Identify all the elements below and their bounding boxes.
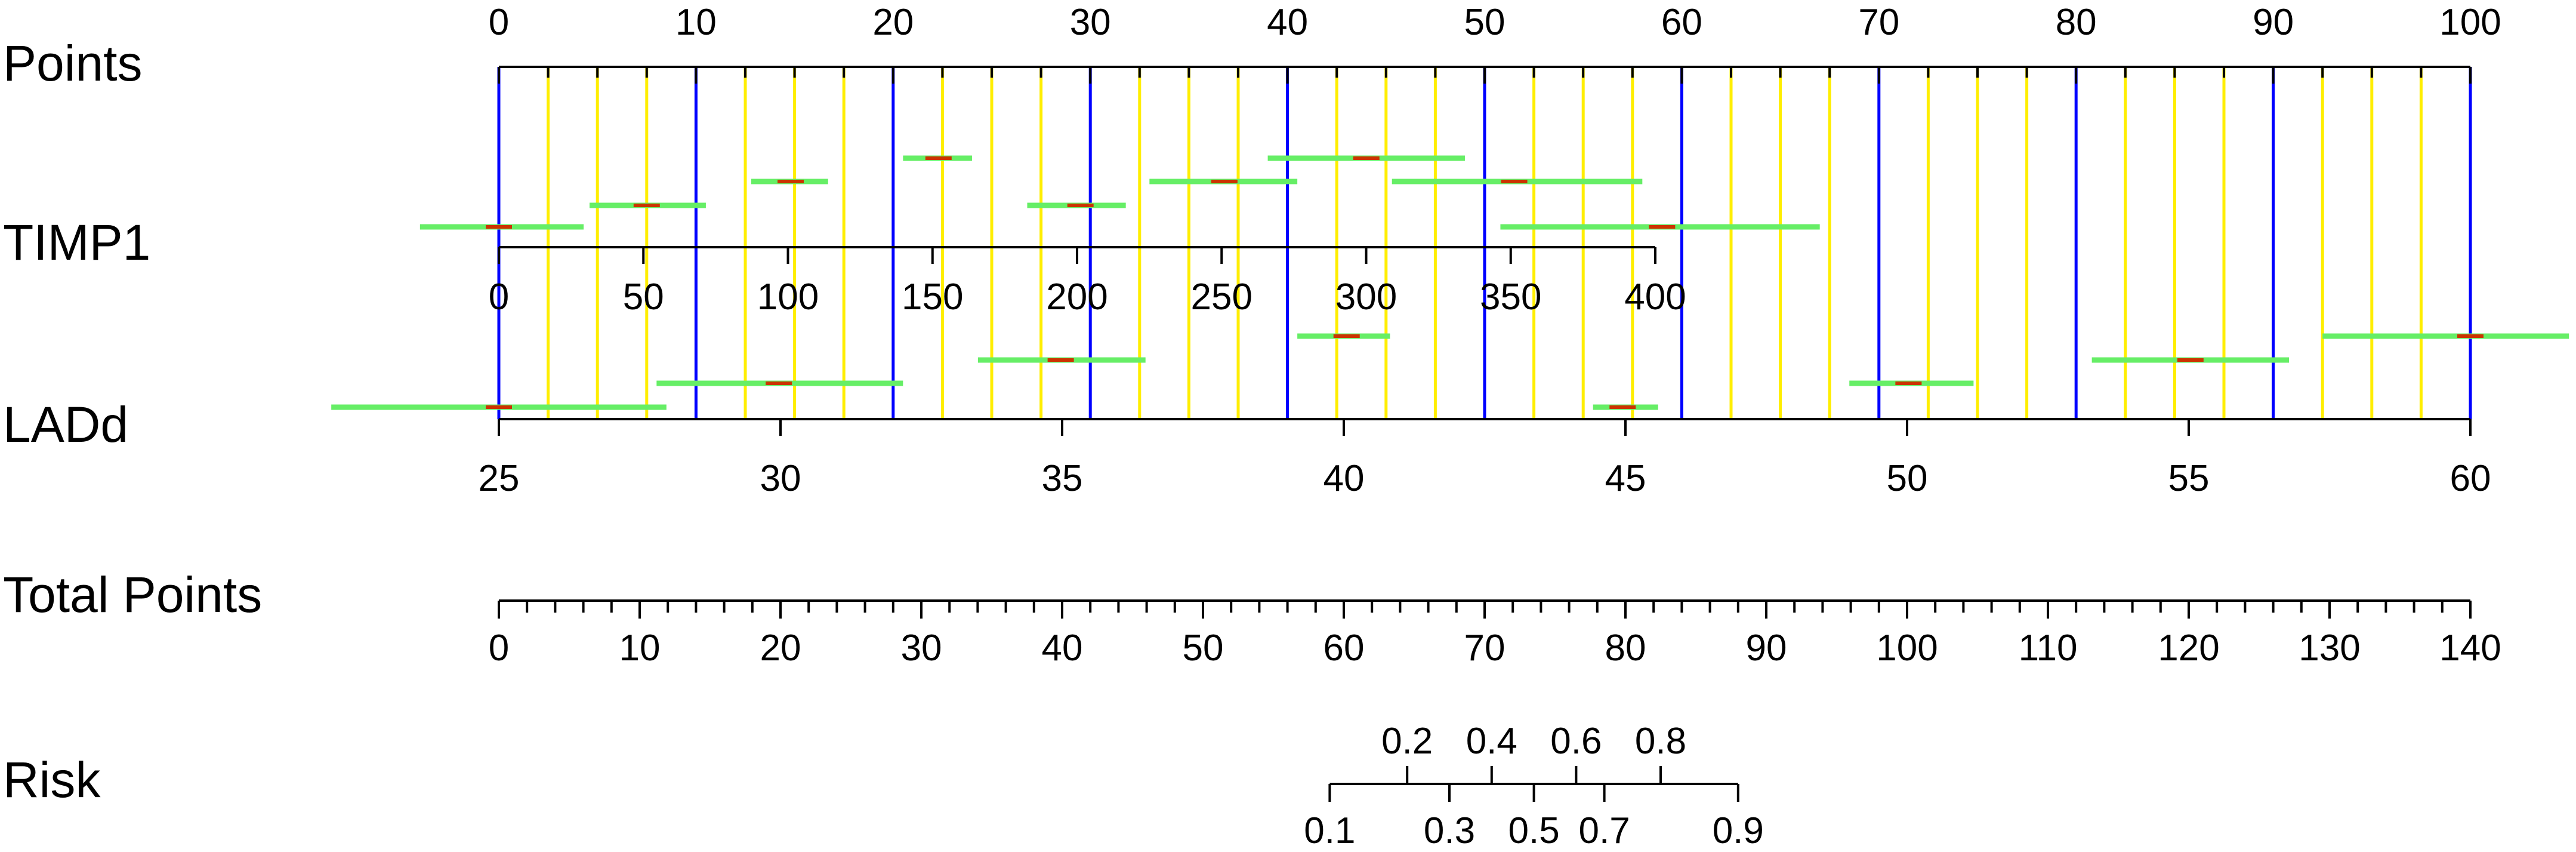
total-points-tick-label: 0	[489, 628, 509, 669]
row-label-risk: Risk	[3, 752, 101, 808]
risk-tick-label: 0.5	[1508, 810, 1559, 851]
ladd-tick-label: 25	[479, 458, 520, 499]
total-points-tick-label: 60	[1324, 628, 1365, 669]
ladd-tick-label: 60	[2450, 458, 2491, 499]
risk-tick-label: 0.4	[1466, 721, 1517, 762]
risk-tick-label: 0.6	[1550, 721, 1602, 762]
points-tick-label: 20	[872, 2, 914, 43]
points-tick-label: 30	[1070, 2, 1111, 43]
points-tick-label: 10	[675, 2, 717, 43]
risk-tick-label: 0.8	[1635, 721, 1686, 762]
points-tick-label: 80	[2056, 2, 2097, 43]
points-tick-label: 100	[2439, 2, 2501, 43]
risk-tick-label: 0.3	[1424, 810, 1475, 851]
total-points-tick-label: 120	[2158, 628, 2219, 669]
points-tick-label: 90	[2253, 2, 2294, 43]
total-points-tick-label: 20	[760, 628, 801, 669]
ladd-tick-label: 50	[1887, 458, 1928, 499]
total-points-tick-label: 80	[1605, 628, 1646, 669]
row-label-ladd: LADd	[3, 396, 128, 453]
total-points-tick-label: 100	[1876, 628, 1938, 669]
timp1-tick-label: 300	[1335, 276, 1397, 318]
ladd-tick-label: 35	[1042, 458, 1083, 499]
points-tick-label: 40	[1267, 2, 1308, 43]
ladd-tick-label: 45	[1605, 458, 1646, 499]
risk-tick-label: 0.7	[1578, 810, 1630, 851]
timp1-tick-label: 250	[1191, 276, 1252, 318]
timp1-tick-label: 100	[757, 276, 819, 318]
timp1-tick-label: 400	[1624, 276, 1686, 318]
ladd-tick-label: 40	[1324, 458, 1365, 499]
total-points-tick-label: 110	[2019, 628, 2078, 669]
risk-tick-label: 0.1	[1304, 810, 1355, 851]
total-points-tick-label: 70	[1464, 628, 1506, 669]
grid-lines	[497, 67, 2472, 419]
total-points-tick-label: 50	[1183, 628, 1224, 669]
total-points-tick-label: 130	[2299, 628, 2360, 669]
points-tick-label: 60	[1661, 2, 1702, 43]
total-points-tick-label: 10	[619, 628, 661, 669]
row-label-points: Points	[3, 35, 142, 91]
total-points-tick-label: 40	[1042, 628, 1083, 669]
risk-tick-label: 0.9	[1713, 810, 1764, 851]
confidence-intervals	[331, 155, 2569, 410]
timp1-tick-label: 200	[1046, 276, 1107, 318]
ladd-tick-label: 30	[760, 458, 801, 499]
timp1-tick-label: 0	[489, 276, 509, 318]
points-tick-label: 70	[1858, 2, 1899, 43]
timp1-tick-label: 150	[902, 276, 963, 318]
total-points-tick-label: 140	[2439, 628, 2501, 669]
points-tick-label: 50	[1464, 2, 1506, 43]
ladd-tick-label: 55	[2168, 458, 2210, 499]
risk-tick-label: 0.2	[1381, 721, 1433, 762]
row-label-total-points: Total Points	[3, 567, 262, 623]
total-points-tick-label: 30	[901, 628, 942, 669]
timp1-tick-label: 350	[1480, 276, 1541, 318]
row-labels: Points TIMP1 LADd Total Points Risk	[3, 35, 262, 808]
timp1-tick-label: 50	[623, 276, 664, 318]
total-points-tick-label: 90	[1746, 628, 1787, 669]
points-tick-label: 0	[489, 2, 509, 43]
row-label-timp1: TIMP1	[3, 214, 150, 270]
